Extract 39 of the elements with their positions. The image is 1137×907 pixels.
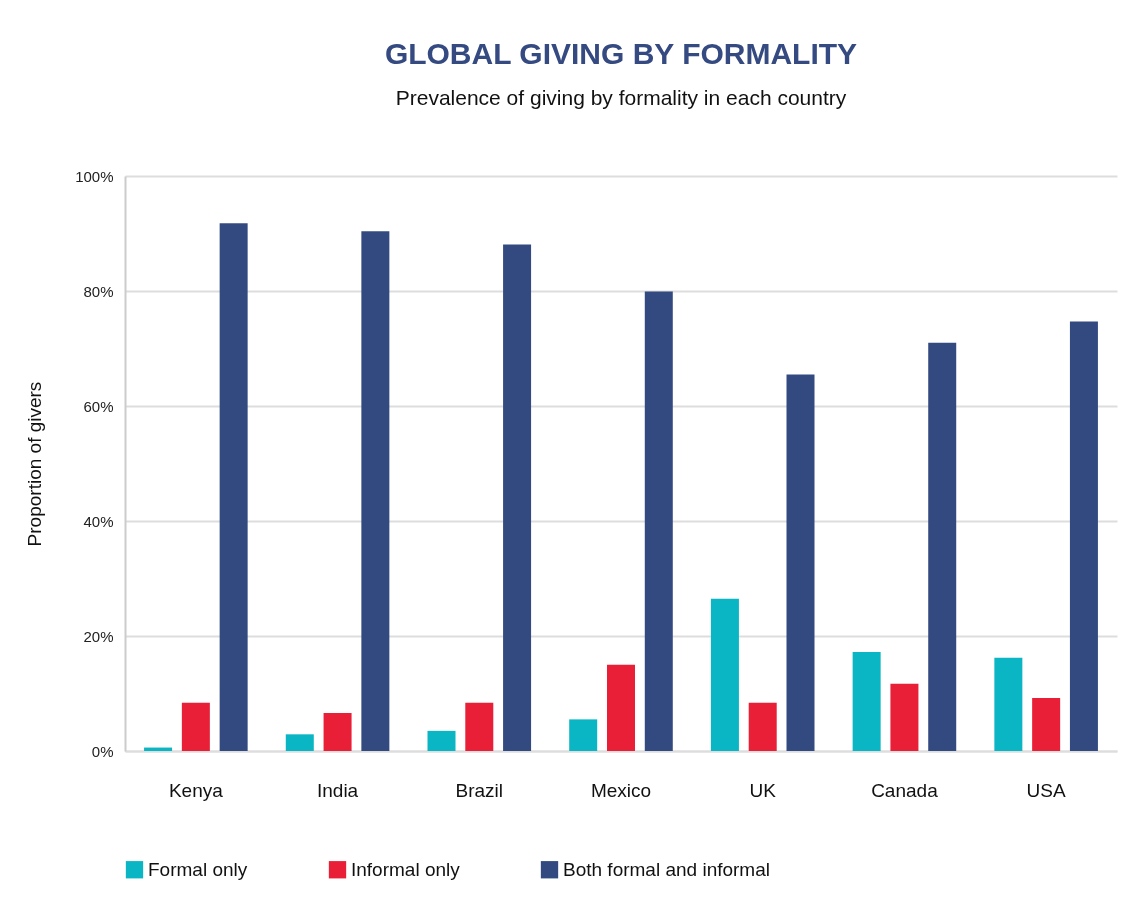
bar [607,664,635,751]
y-tick-label: 60% [83,397,114,415]
bar [994,657,1023,751]
x-tick-label: Canada [871,779,939,801]
bar [748,702,777,751]
bar [710,598,739,751]
bar [890,683,919,751]
bar [928,342,957,751]
bar [852,652,881,751]
bar [644,291,673,751]
bar [181,702,210,751]
y-tick-label: 0% [91,742,114,760]
x-tick-label: Mexico [590,779,652,801]
legend-label: Informal only [351,858,461,880]
bar [219,223,248,751]
legend-label: Both formal and informal [563,858,770,880]
bar [1069,321,1098,751]
y-axis-title: Proportion of givers [24,381,46,547]
bar [503,244,532,751]
y-tick-label: 100% [75,167,114,185]
x-tick-label: Brazil [455,779,504,801]
bar [323,713,352,751]
x-tick-label: India [316,779,359,801]
x-tick-label: UK [749,779,777,801]
bar [427,730,456,751]
chart-title: GLOBAL GIVING BY FORMALITY [384,37,858,70]
bar [786,374,815,751]
bar [361,231,390,751]
x-tick-label: USA [1026,779,1066,801]
bar [1032,698,1061,751]
bar [285,734,314,751]
y-tick-label: 20% [83,627,114,645]
y-tick-label: 40% [83,512,114,530]
chart-subtitle: Prevalence of giving by formality in each country [395,86,847,109]
bar [569,719,598,751]
bar [465,702,494,751]
legend-label: Formal only [148,858,248,880]
x-tick-label: Kenya [168,779,224,801]
y-tick-label: 80% [83,282,114,300]
